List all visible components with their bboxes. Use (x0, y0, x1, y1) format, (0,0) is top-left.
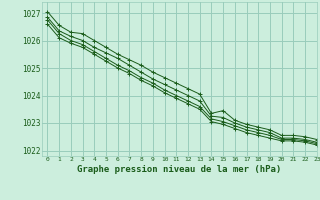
X-axis label: Graphe pression niveau de la mer (hPa): Graphe pression niveau de la mer (hPa) (77, 165, 281, 174)
